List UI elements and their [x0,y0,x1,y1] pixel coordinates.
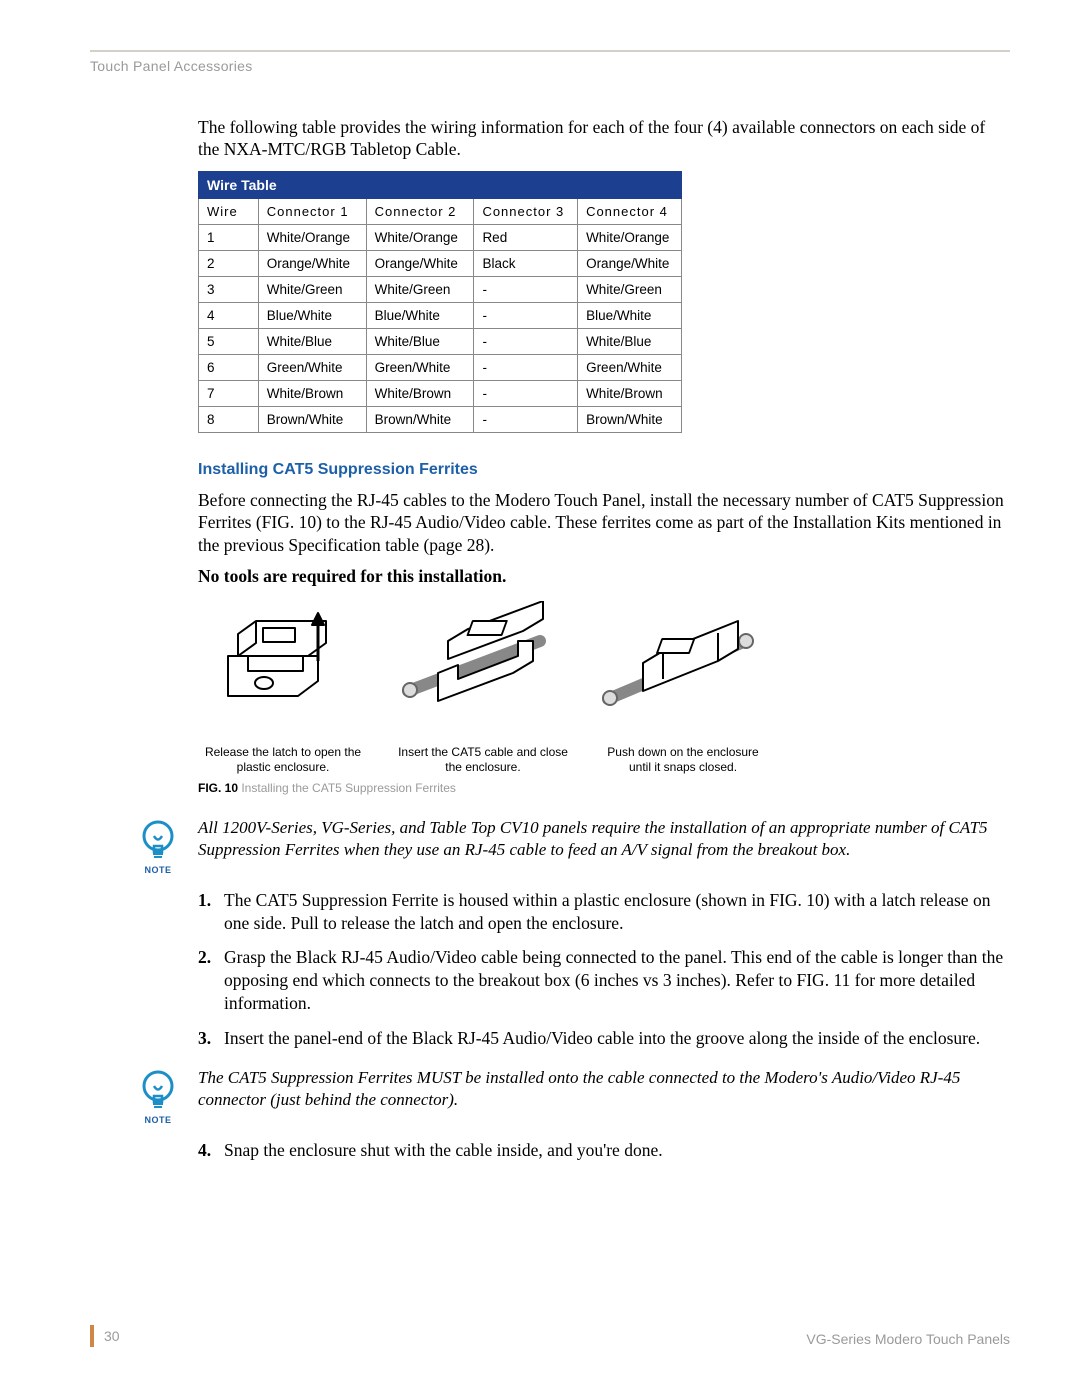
step-item: Insert the panel-end of the Black RJ-45 … [198,1027,1010,1050]
table-row: 4Blue/WhiteBlue/White-Blue/White [199,302,682,328]
table-cell: 6 [199,354,259,380]
note-icon: NOTE [128,819,188,875]
note-block: NOTE The CAT5 Suppression Ferrites MUST … [128,1067,1010,1125]
table-cell: 7 [199,380,259,406]
step-item: Grasp the Black RJ-45 Audio/Video cable … [198,946,1010,1014]
figure-caption: Push down on the enclosure until it snap… [598,745,768,775]
table-row: 7White/BrownWhite/Brown-White/Brown [199,380,682,406]
page-footer: 30 VG-Series Modero Touch Panels [90,1325,1010,1347]
page-number: 30 [90,1325,120,1347]
table-cell: Blue/White [366,302,474,328]
table-cell: White/Brown [258,380,366,406]
table-cell: Blue/White [578,302,682,328]
figure-2: Insert the CAT5 cable and close the encl… [398,601,568,775]
table-cell: Green/White [578,354,682,380]
table-row: 3White/GreenWhite/Green-White/Green [199,276,682,302]
note-text: The CAT5 Suppression Ferrites MUST be in… [198,1067,1010,1111]
table-cell: White/Green [258,276,366,302]
table-col-header: Connector 1 [258,198,366,224]
table-cell: 1 [199,224,259,250]
figure-caption: Insert the CAT5 cable and close the encl… [398,745,568,775]
figure-row: Release the latch to open the plastic en… [198,601,1010,775]
note-label: NOTE [144,865,171,875]
table-cell: 8 [199,406,259,432]
table-col-header: Connector 3 [474,198,578,224]
figure-caption: Release the latch to open the plastic en… [198,745,368,775]
table-header-row: Wire Connector 1 Connector 2 Connector 3… [199,198,682,224]
table-row: 1White/OrangeWhite/OrangeRedWhite/Orange [199,224,682,250]
table-cell: - [474,302,578,328]
table-cell: Black [474,250,578,276]
table-cell: Orange/White [578,250,682,276]
table-cell: White/Green [578,276,682,302]
figure-label: FIG. 10 Installing the CAT5 Suppression … [198,781,1010,795]
table-cell: Brown/White [578,406,682,432]
table-row: 6Green/WhiteGreen/White-Green/White [199,354,682,380]
figure-1: Release the latch to open the plastic en… [198,601,368,775]
table-cell: White/Green [366,276,474,302]
table-cell: Green/White [366,354,474,380]
table-cell: White/Orange [258,224,366,250]
bold-instruction: No tools are required for this installat… [198,566,1010,587]
note-icon: NOTE [128,1069,188,1125]
table-cell: Orange/White [366,250,474,276]
table-col-header: Connector 2 [366,198,474,224]
table-cell: White/Orange [366,224,474,250]
wire-table: Wire Table Wire Connector 1 Connector 2 … [198,171,682,433]
section-heading: Installing CAT5 Suppression Ferrites [198,461,1010,479]
table-row: 5White/BlueWhite/Blue-White/Blue [199,328,682,354]
figure-title: Installing the CAT5 Suppression Ferrites [238,781,456,795]
table-cell: Orange/White [258,250,366,276]
table-cell: 3 [199,276,259,302]
figure-3: Push down on the enclosure until it snap… [598,601,768,775]
table-row: 2Orange/WhiteOrange/WhiteBlackOrange/Whi… [199,250,682,276]
table-cell: 2 [199,250,259,276]
table-cell: - [474,354,578,380]
table-cell: 5 [199,328,259,354]
note-block: NOTE All 1200V-Series, VG-Series, and Ta… [128,817,1010,875]
table-cell: - [474,328,578,354]
table-cell: - [474,406,578,432]
doc-title: VG-Series Modero Touch Panels [806,1331,1010,1347]
steps-list-2: Snap the enclosure shut with the cable i… [198,1139,1010,1162]
header-section: Touch Panel Accessories [90,58,1010,74]
table-cell: White/Blue [258,328,366,354]
step-item: The CAT5 Suppression Ferrite is housed w… [198,889,1010,935]
table-cell: White/Orange [578,224,682,250]
table-cell: - [474,276,578,302]
table-col-header: Wire [199,198,259,224]
steps-list: The CAT5 Suppression Ferrite is housed w… [198,889,1010,1050]
table-cell: Green/White [258,354,366,380]
table-row: 8Brown/WhiteBrown/White-Brown/White [199,406,682,432]
table-cell: Red [474,224,578,250]
table-title: Wire Table [199,171,682,198]
table-cell: Blue/White [258,302,366,328]
table-cell: 4 [199,302,259,328]
note-label: NOTE [144,1115,171,1125]
table-cell: White/Brown [366,380,474,406]
body-paragraph: Before connecting the RJ-45 cables to th… [198,489,1010,556]
table-cell: White/Blue [366,328,474,354]
intro-paragraph: The following table provides the wiring … [198,116,1010,161]
table-cell: Brown/White [366,406,474,432]
figure-number: FIG. 10 [198,781,238,795]
note-text: All 1200V-Series, VG-Series, and Table T… [198,817,1010,861]
step-item: Snap the enclosure shut with the cable i… [198,1139,1010,1162]
table-cell: - [474,380,578,406]
table-col-header: Connector 4 [578,198,682,224]
table-cell: White/Brown [578,380,682,406]
table-cell: Brown/White [258,406,366,432]
table-cell: White/Blue [578,328,682,354]
